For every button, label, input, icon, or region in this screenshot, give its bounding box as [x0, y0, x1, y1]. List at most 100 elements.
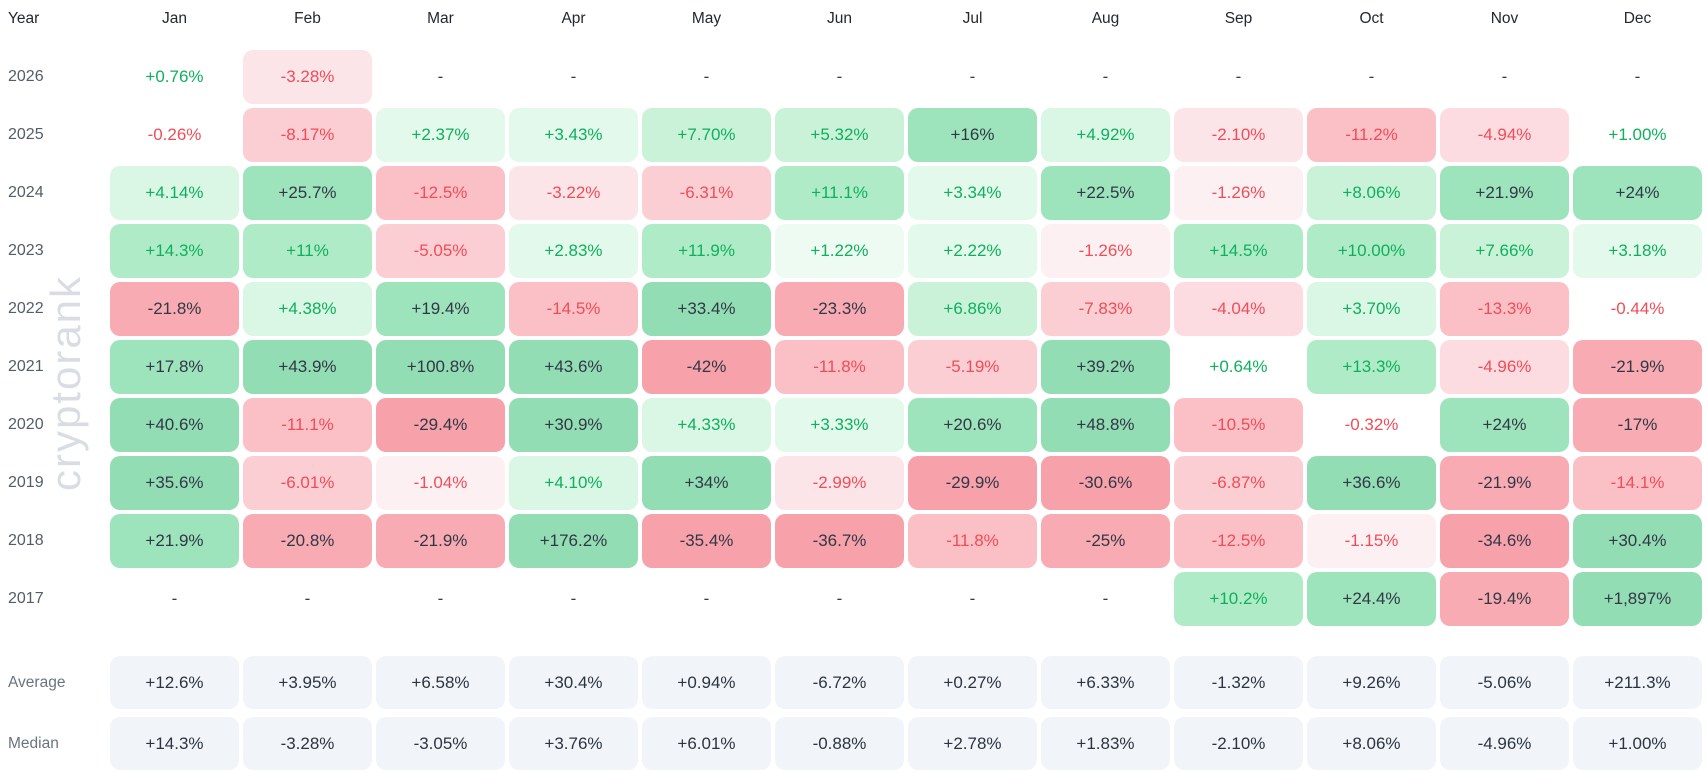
table-row: 2026 +0.76% -3.28% - - - - - - - - - - — [8, 50, 1702, 104]
month-header: May — [691, 10, 722, 27]
return-cell: +36.6% — [1307, 456, 1436, 510]
summary-cell: +0.94% — [642, 656, 771, 709]
year-label: 2019 — [8, 474, 44, 491]
return-cell: +176.2% — [509, 514, 638, 568]
table-row: 2023 +14.3% +11% -5.05% +2.83% +11.9% +1.22% +2… — [8, 224, 1702, 278]
return-cell: -35.4% — [642, 514, 771, 568]
summary-label: Median — [8, 734, 59, 752]
summary-cell: +14.3% — [110, 717, 239, 770]
return-cell: +21.9% — [110, 514, 239, 568]
return-cell: -19.4% — [1440, 572, 1569, 626]
summary-cell: +9.26% — [1307, 656, 1436, 709]
return-cell: -21.9% — [376, 514, 505, 568]
return-cell: +24% — [1440, 398, 1569, 452]
month-header: Jun — [827, 10, 852, 27]
summary-label: Average — [8, 673, 66, 691]
summary-cell: +6.01% — [642, 717, 771, 770]
year-label: 2020 — [8, 416, 44, 433]
return-cell: -30.6% — [1041, 456, 1170, 510]
return-cell: - — [570, 589, 577, 608]
return-cell: +11% — [243, 224, 372, 278]
year-label: 2017 — [8, 590, 44, 607]
return-cell: -5.19% — [908, 340, 1037, 394]
return-cell: +0.76% — [145, 67, 204, 86]
return-cell: -1.26% — [1041, 224, 1170, 278]
return-cell: +25.7% — [243, 166, 372, 220]
return-cell: +24% — [1573, 166, 1702, 220]
return-cell: +5.32% — [775, 108, 904, 162]
summary-cell: -3.05% — [376, 717, 505, 770]
return-cell: -4.96% — [1440, 340, 1569, 394]
return-cell: - — [437, 589, 444, 608]
return-cell: -0.32% — [1344, 415, 1399, 434]
return-cell: +7.70% — [642, 108, 771, 162]
summary-row: Median +14.3% -3.28% -3.05% +3.76% +6.01% -0.8… — [8, 717, 1702, 770]
table-row: 2022 -21.8% +4.38% +19.4% -14.5% +33.4% -23.3%… — [8, 282, 1702, 336]
return-cell: +2.83% — [509, 224, 638, 278]
return-cell: +10.2% — [1174, 572, 1303, 626]
return-cell: +43.6% — [509, 340, 638, 394]
summary-cell: +8.06% — [1307, 717, 1436, 770]
return-cell: - — [969, 67, 976, 86]
return-cell: +19.4% — [376, 282, 505, 336]
return-cell: - — [1235, 67, 1242, 86]
return-cell: - — [570, 67, 577, 86]
return-cell: +4.33% — [642, 398, 771, 452]
summary-cell: +3.76% — [509, 717, 638, 770]
return-cell: +33.4% — [642, 282, 771, 336]
summary-rows: Average +12.6% +3.95% +6.58% +30.4% +0.94% -6.… — [0, 656, 1707, 770]
year-label: 2021 — [8, 358, 44, 375]
return-cell: -20.8% — [243, 514, 372, 568]
return-cell: -17% — [1573, 398, 1702, 452]
return-cell: -29.9% — [908, 456, 1037, 510]
return-cell: -29.4% — [376, 398, 505, 452]
return-cell: - — [703, 67, 710, 86]
return-cell: +17.8% — [110, 340, 239, 394]
year-label: 2022 — [8, 300, 44, 317]
summary-cell: +12.6% — [110, 656, 239, 709]
return-cell: -12.5% — [376, 166, 505, 220]
return-cell: - — [1102, 589, 1109, 608]
summary-cell: +211.3% — [1573, 656, 1702, 709]
return-cell: -11.1% — [243, 398, 372, 452]
return-cell: +2.22% — [908, 224, 1037, 278]
table-row: 2021 +17.8% +43.9% +100.8% +43.6% -42% -11.8% -… — [8, 340, 1702, 394]
return-cell: +30.4% — [1573, 514, 1702, 568]
return-cell: -7.83% — [1041, 282, 1170, 336]
return-cell: -0.26% — [147, 125, 202, 144]
return-cell: +4.92% — [1041, 108, 1170, 162]
return-cell: -1.15% — [1307, 514, 1436, 568]
return-cell: -11.2% — [1307, 108, 1436, 162]
return-cell: - — [1102, 67, 1109, 86]
return-cell: -6.87% — [1174, 456, 1303, 510]
return-cell: +14.3% — [110, 224, 239, 278]
table-row: 2025 -0.26% -8.17% +2.37% +3.43% +7.70% +5.32%… — [8, 108, 1702, 162]
summary-cell: +0.27% — [908, 656, 1037, 709]
month-header: Dec — [1623, 10, 1652, 27]
return-cell: +39.2% — [1041, 340, 1170, 394]
return-cell: +8.06% — [1307, 166, 1436, 220]
summary-cell: +6.58% — [376, 656, 505, 709]
return-cell: +30.9% — [509, 398, 638, 452]
return-cell: +2.37% — [376, 108, 505, 162]
return-cell: - — [1368, 67, 1375, 86]
return-cell: +11.1% — [775, 166, 904, 220]
return-cell: -11.8% — [908, 514, 1037, 568]
return-cell: -21.8% — [110, 282, 239, 336]
return-cell: +1,897% — [1573, 572, 1702, 626]
table-row: 2019 +35.6% -6.01% -1.04% +4.10% +34% -2.99% -2… — [8, 456, 1702, 510]
return-cell: +3.34% — [908, 166, 1037, 220]
return-cell: -4.04% — [1174, 282, 1303, 336]
summary-cell: +3.95% — [243, 656, 372, 709]
summary-cell: -6.72% — [775, 656, 904, 709]
return-cell: -2.10% — [1174, 108, 1303, 162]
return-cell: -2.99% — [775, 456, 904, 510]
return-cell: +10.00% — [1307, 224, 1436, 278]
summary-cell: -3.28% — [243, 717, 372, 770]
return-cell: -11.8% — [775, 340, 904, 394]
summary-cell: +6.33% — [1041, 656, 1170, 709]
return-cell: - — [703, 589, 710, 608]
return-cell: -8.17% — [243, 108, 372, 162]
return-cell: +4.10% — [509, 456, 638, 510]
return-cell: +13.3% — [1307, 340, 1436, 394]
